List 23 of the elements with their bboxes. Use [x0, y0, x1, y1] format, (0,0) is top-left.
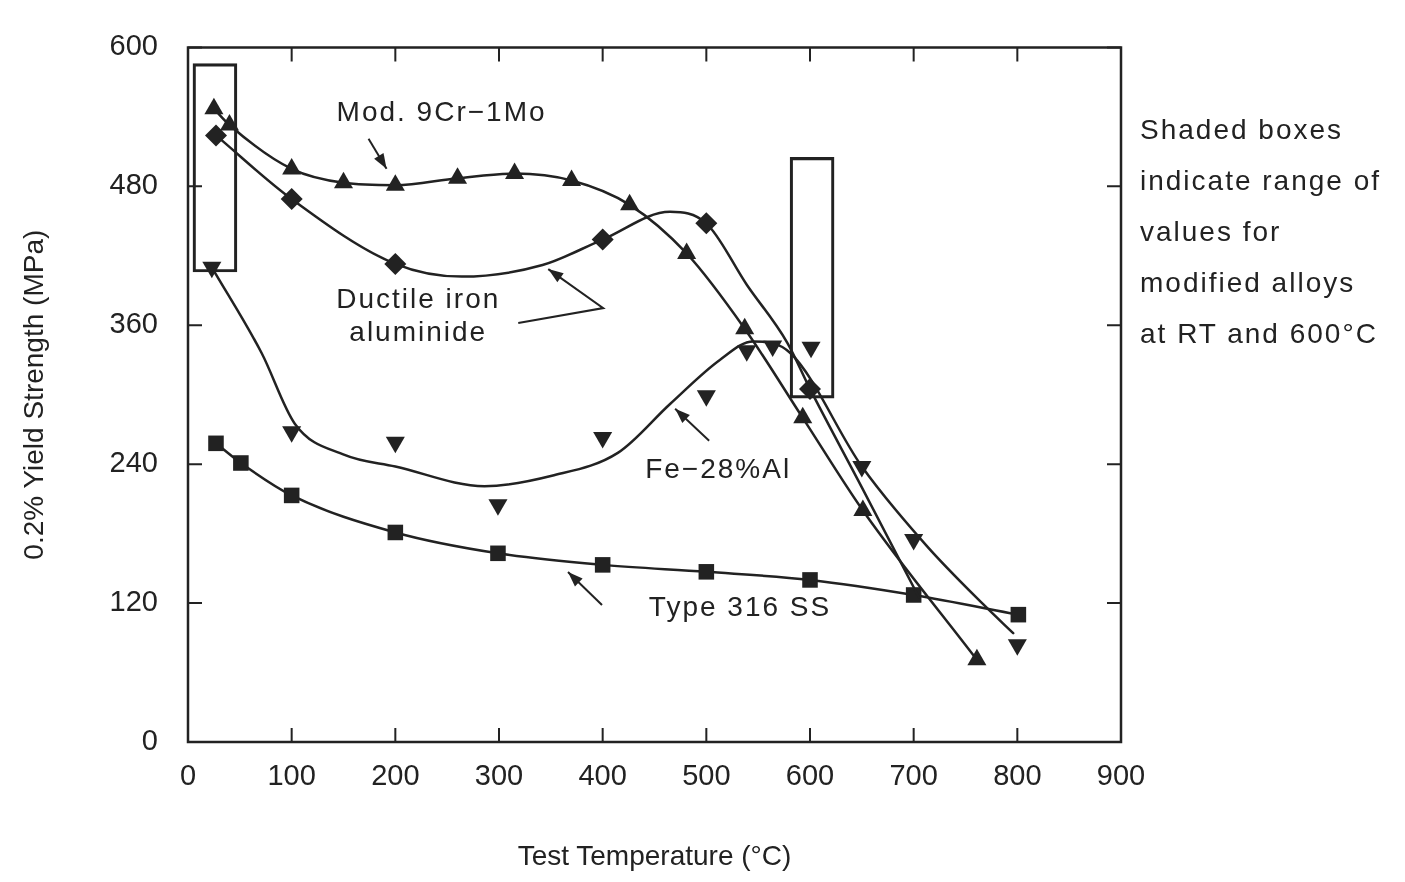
x-tick-label: 200: [371, 759, 420, 792]
x-tick-label: 0: [179, 759, 197, 792]
y-tick-label: 600: [109, 29, 158, 62]
x-tick-label: 900: [1096, 759, 1146, 792]
x-tick-label: 600: [785, 759, 835, 792]
y-tick-label: 0: [141, 724, 158, 756]
y-axis-title: 0.2% Yield Strength (MPa): [17, 229, 49, 560]
y-tick-label: 480: [109, 168, 158, 201]
annotation: Type 316 SS: [648, 590, 832, 622]
annotation: Mod. 9Cr−1Mo: [336, 96, 547, 128]
x-tick-label: 700: [889, 759, 938, 792]
x-tick-label: 500: [682, 759, 731, 792]
text: Shaded boxes indicate range of values for modified alloys at RT and 600°C: [1140, 113, 1383, 351]
x-tick-label: 300: [474, 759, 524, 792]
x-tick-label: 400: [578, 759, 627, 792]
y-tick-label: 360: [109, 307, 158, 340]
x-tick-label: 100: [267, 759, 316, 792]
annotation: Ductile iron aluminide: [336, 283, 501, 348]
x-tick-label: 800: [993, 759, 1042, 792]
y-tick-label: 120: [109, 585, 158, 618]
x-axis-title: Test Temperature (°C): [517, 839, 792, 871]
annotation: Fe−28%Al: [645, 453, 792, 485]
y-tick-label: 240: [109, 446, 158, 479]
